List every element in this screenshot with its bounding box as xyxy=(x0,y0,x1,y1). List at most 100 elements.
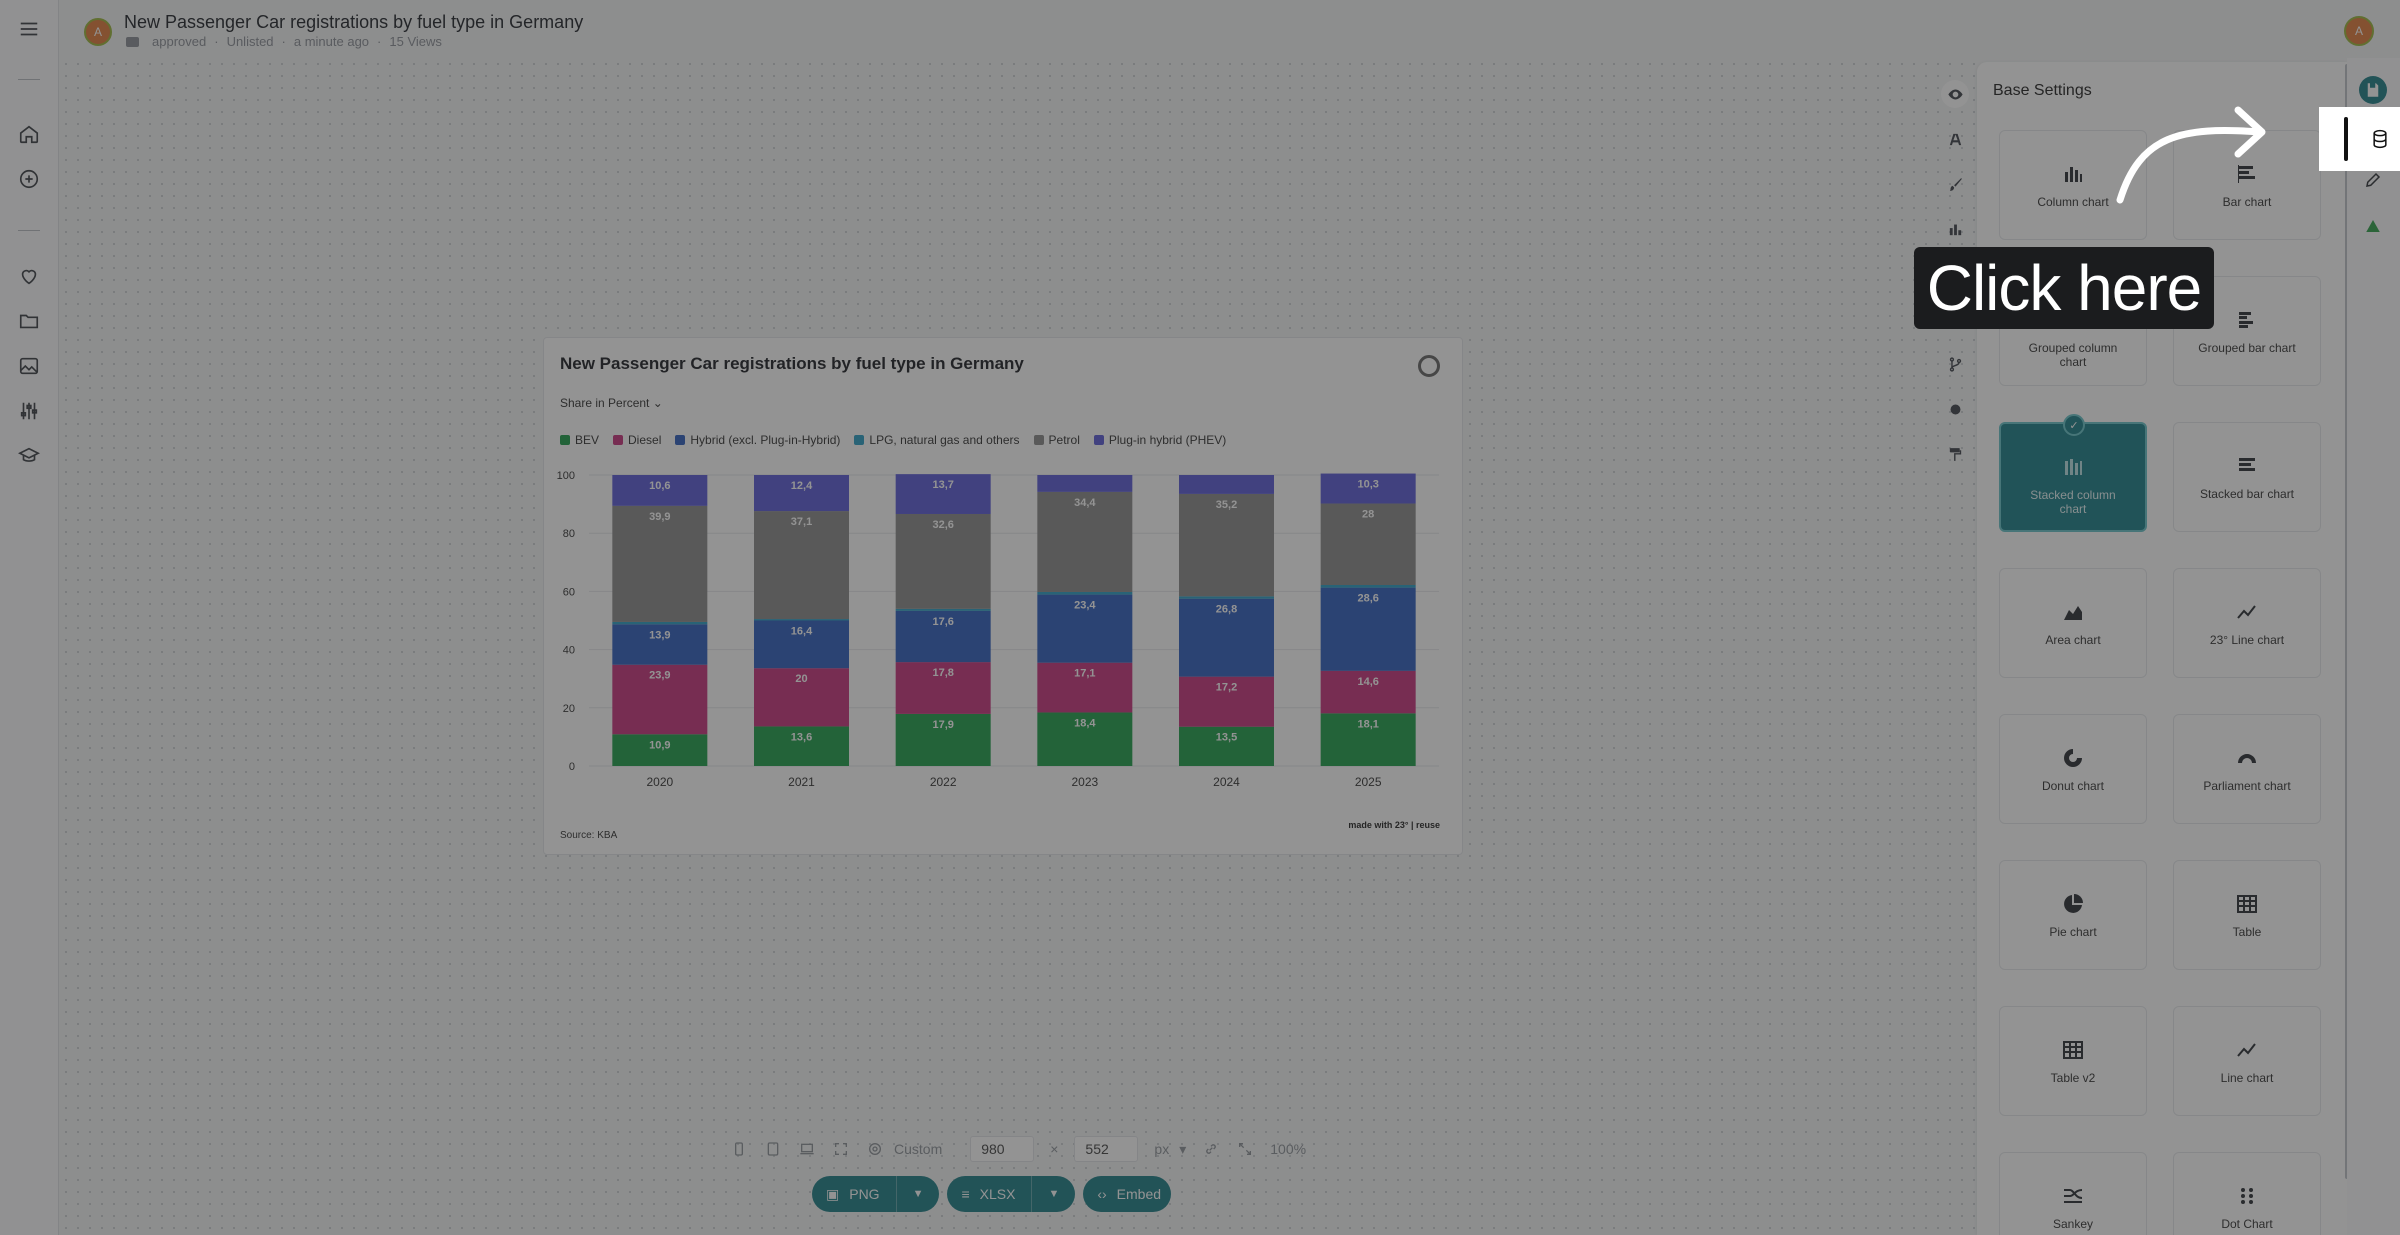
chart-type-tile[interactable]: Table xyxy=(2173,860,2321,970)
link-icon[interactable] xyxy=(1202,1140,1220,1158)
menu-icon[interactable] xyxy=(15,15,43,43)
save-icon[interactable] xyxy=(2359,76,2387,104)
left-nav-rail xyxy=(0,0,59,1235)
chart-type-label: Area chart xyxy=(2045,633,2101,647)
document-title[interactable]: New Passenger Car registrations by fuel … xyxy=(124,12,584,32)
chevron-down-icon[interactable]: ▼ xyxy=(912,1188,924,1200)
table-icon xyxy=(2060,1037,2086,1063)
pie-chart-icon xyxy=(2060,891,2086,917)
chart-type-tile[interactable]: Dot Chart xyxy=(2173,1152,2321,1235)
mobile-preview-icon[interactable] xyxy=(730,1140,748,1158)
data-label: 18,4 xyxy=(1074,717,1096,729)
triangle-logo-icon[interactable] xyxy=(2359,212,2387,240)
chart-type-label: Table xyxy=(2232,925,2262,939)
data-label: 16,4 xyxy=(791,626,813,638)
png-label: PNG xyxy=(849,1186,880,1202)
table-icon xyxy=(2234,891,2260,917)
data-label: 23,4 xyxy=(1074,600,1096,612)
zoom-level[interactable]: 100% xyxy=(1270,1141,1307,1157)
height-input[interactable] xyxy=(1074,1136,1139,1162)
chart-type-tile[interactable]: ✓ Stacked column chart xyxy=(1999,414,2147,532)
chart-type-tile[interactable]: Table v2 xyxy=(1999,1006,2147,1116)
bar-segment xyxy=(895,608,991,611)
bar-segment xyxy=(1179,596,1274,599)
user-avatar[interactable]: A xyxy=(2344,16,2374,46)
brush-icon[interactable] xyxy=(1944,173,1966,195)
data-label: 14,6 xyxy=(1357,676,1378,688)
heart-icon[interactable] xyxy=(15,262,43,290)
preset-select[interactable]: Custom xyxy=(866,1140,942,1158)
data-label: 37,1 xyxy=(791,516,812,528)
data-label: 28,6 xyxy=(1357,593,1378,605)
document-meta: approved · Unlisted · a minute ago · 15 … xyxy=(126,34,442,49)
bar-segment xyxy=(612,505,708,622)
chart-type-label: Table v2 xyxy=(2050,1071,2096,1085)
data-label: 10,6 xyxy=(649,480,670,492)
click-here-callout: Click here xyxy=(1914,247,2214,329)
chart-type-tile[interactable]: Parliament chart xyxy=(2173,714,2321,824)
data-label: 26,8 xyxy=(1216,604,1237,616)
chart-type-label: Pie chart xyxy=(2049,925,2097,939)
home-icon[interactable] xyxy=(15,120,43,148)
text-icon[interactable] xyxy=(1944,128,1966,150)
data-label: 17,8 xyxy=(932,667,953,679)
bar-segment xyxy=(1037,591,1133,595)
data-label: 12,4 xyxy=(791,480,813,492)
chart-type-tile[interactable]: Line chart xyxy=(2173,1006,2321,1116)
xlsx-download-button[interactable]: ≡ XLSX ▼ xyxy=(947,1176,1076,1212)
paint-roller-icon[interactable] xyxy=(1944,443,1966,465)
laptop-preview-icon[interactable] xyxy=(798,1140,816,1158)
code-icon: ‹› xyxy=(1097,1186,1107,1202)
chart-type-tile[interactable]: Donut chart xyxy=(1999,714,2147,824)
data-label: 17,2 xyxy=(1216,682,1237,694)
bar-chart-icon[interactable] xyxy=(1944,218,1966,240)
chart-type-label: Stacked bar chart xyxy=(2199,487,2295,501)
y-tick-label: 100 xyxy=(557,470,575,482)
chevron-down-icon[interactable]: ▼ xyxy=(1048,1188,1060,1200)
data-label: 17,1 xyxy=(1074,668,1095,680)
data-label: 35,2 xyxy=(1216,499,1237,511)
eye-icon[interactable] xyxy=(1941,80,1969,108)
folder-icon[interactable] xyxy=(15,307,43,335)
bar-segment xyxy=(1320,584,1416,588)
chart-type-label: Donut chart xyxy=(2041,779,2105,793)
chart-type-tile[interactable]: Area chart xyxy=(1999,568,2147,678)
chart-card[interactable]: New Passenger Car registrations by fuel … xyxy=(543,337,1463,855)
fullscreen-icon[interactable] xyxy=(832,1140,850,1158)
data-label: 10,3 xyxy=(1357,479,1378,491)
gear-icon[interactable] xyxy=(1944,398,1966,420)
chart-type-label: Line chart xyxy=(2220,1071,2274,1085)
branch-icon[interactable] xyxy=(1944,353,1966,375)
unit-select[interactable]: px ▾ xyxy=(1154,1141,1186,1158)
chart-type-label: Grouped column chart xyxy=(2028,341,2118,369)
x-tick-label: 2024 xyxy=(1213,775,1240,789)
right-tool-strip xyxy=(2347,58,2400,1235)
tablet-preview-icon[interactable] xyxy=(764,1140,782,1158)
image-icon[interactable] xyxy=(15,352,43,380)
chart-type-label: 23° Line chart xyxy=(2209,633,2285,647)
author-avatar[interactable]: A xyxy=(84,18,112,46)
database-icon[interactable] xyxy=(2366,125,2394,153)
chart-type-tile[interactable]: Sankey xyxy=(1999,1152,2147,1235)
chart-type-tile[interactable]: Stacked bar chart xyxy=(2173,422,2321,532)
folder-icon xyxy=(126,36,139,47)
y-tick-label: 0 xyxy=(569,761,575,773)
data-label: 32,6 xyxy=(932,519,953,531)
graduation-cap-icon[interactable] xyxy=(15,442,43,470)
chart-credit[interactable]: made with 23° | reuse xyxy=(1348,820,1440,830)
chart-type-tile[interactable]: Pie chart xyxy=(1999,860,2147,970)
unit-label: px xyxy=(1154,1141,1170,1157)
width-input[interactable] xyxy=(970,1136,1035,1162)
x-tick-label: 2023 xyxy=(1071,775,1098,789)
database-icon: ≡ xyxy=(961,1186,970,1202)
chart-type-tile[interactable]: 23° Line chart xyxy=(2173,568,2321,678)
settings-sliders-icon[interactable] xyxy=(15,397,43,425)
embed-button[interactable]: ‹› Embed xyxy=(1083,1176,1172,1212)
nav-divider xyxy=(18,79,40,80)
png-download-button[interactable]: ▣ PNG ▼ xyxy=(812,1176,940,1212)
data-label: 28 xyxy=(1362,509,1374,521)
highlighted-data-button[interactable] xyxy=(2319,107,2400,171)
chart-type-label: Column chart xyxy=(2037,195,2109,209)
zoom-icon[interactable] xyxy=(1236,1140,1254,1158)
add-icon[interactable] xyxy=(15,165,43,193)
